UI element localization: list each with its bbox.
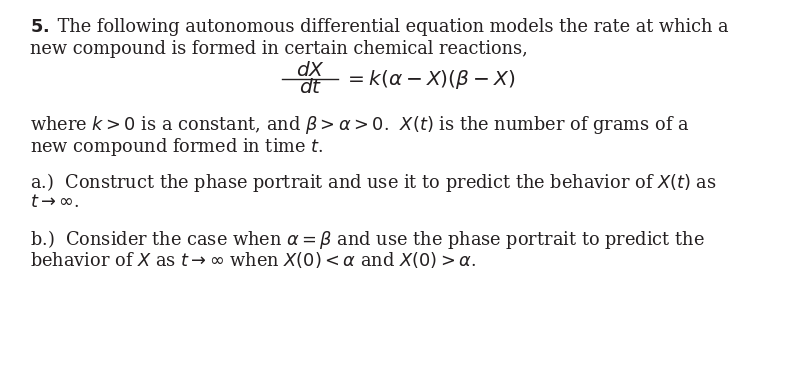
Text: $\mathbf{5.}$: $\mathbf{5.}$ — [30, 18, 50, 36]
Text: a.)  Construct the phase portrait and use it to predict the behavior of $X(t)$ a: a.) Construct the phase portrait and use… — [30, 171, 717, 194]
Text: b.)  Consider the case when $\alpha = \beta$ and use the phase portrait to predi: b.) Consider the case when $\alpha = \be… — [30, 228, 705, 251]
Text: $t \to \infty$.: $t \to \infty$. — [30, 193, 79, 211]
Text: behavior of $X$ as $t \to \infty$ when $X(0) < \alpha$ and $X(0) > \alpha$.: behavior of $X$ as $t \to \infty$ when $… — [30, 250, 476, 270]
Text: $dt$: $dt$ — [299, 77, 322, 96]
Text: new compound is formed in certain chemical reactions,: new compound is formed in certain chemic… — [30, 40, 527, 58]
Text: $dX$: $dX$ — [296, 61, 325, 80]
Text: where $k > 0$ is a constant, and $\beta > \alpha > 0$.  $X(t)$ is the number of : where $k > 0$ is a constant, and $\beta … — [30, 114, 689, 136]
Text: $= k(\alpha - X)(\beta - X)$: $= k(\alpha - X)(\beta - X)$ — [344, 68, 516, 91]
Text: The following autonomous differential equation models the rate at which a: The following autonomous differential eq… — [52, 18, 729, 36]
Text: new compound formed in time $t$.: new compound formed in time $t$. — [30, 136, 324, 158]
